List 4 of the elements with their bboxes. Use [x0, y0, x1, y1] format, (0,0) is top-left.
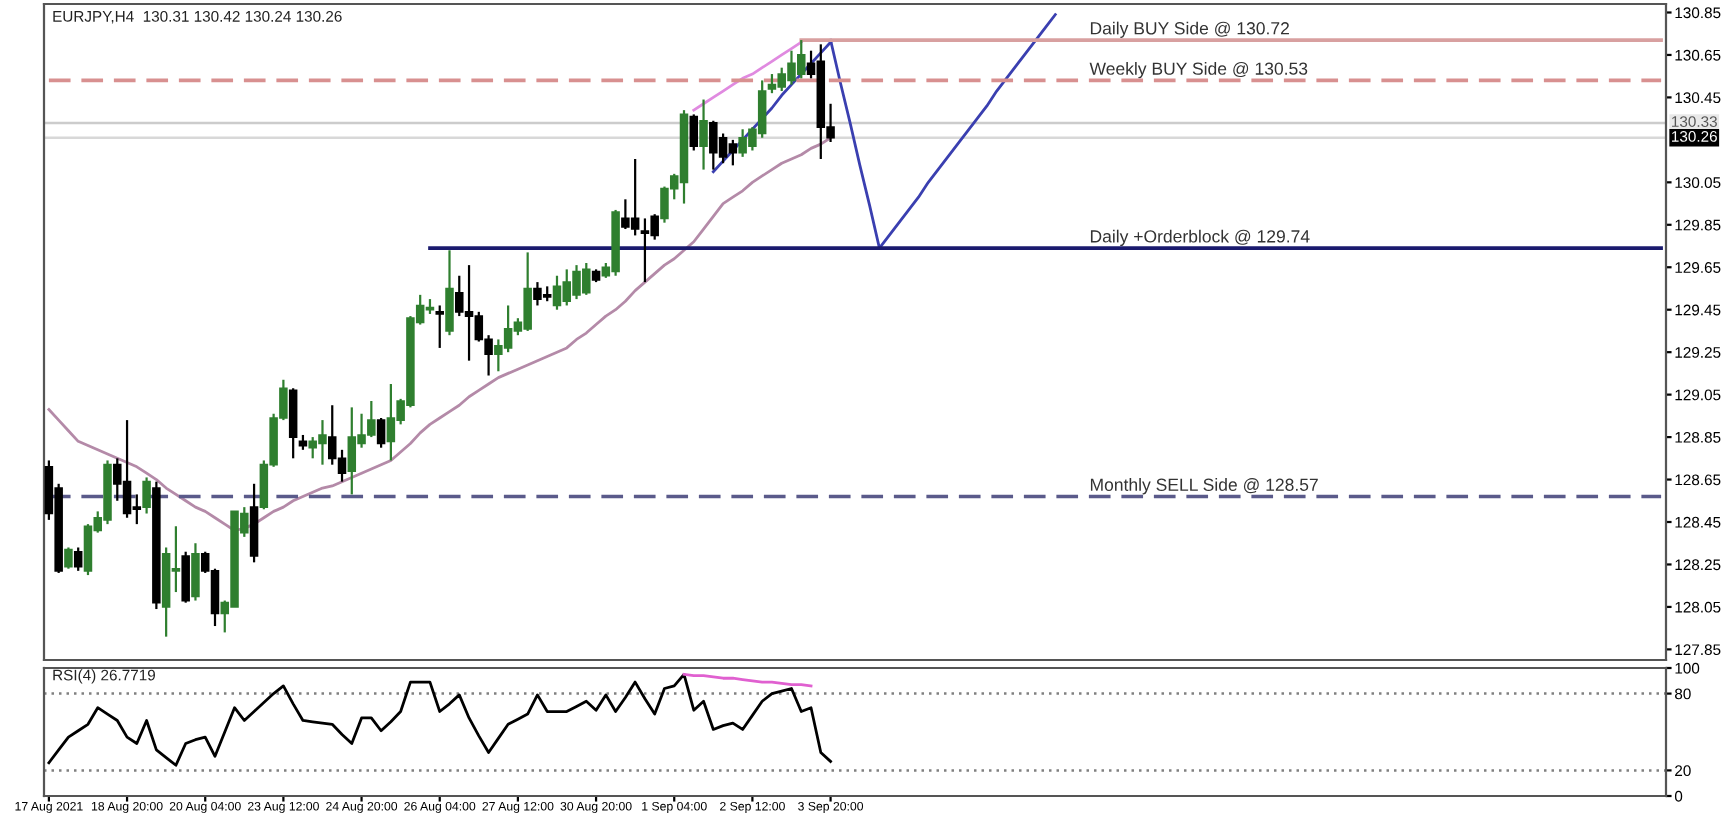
series-label: Daily +Orderblock @ 129.74	[1090, 229, 1310, 247]
series-label: Monthly SELL Side @ 128.57	[1090, 478, 1318, 495]
series-label: Daily BUY Side @ 130.72	[1090, 21, 1289, 38]
series-label: Weekly BUY Side @ 130.53	[1089, 61, 1308, 79]
